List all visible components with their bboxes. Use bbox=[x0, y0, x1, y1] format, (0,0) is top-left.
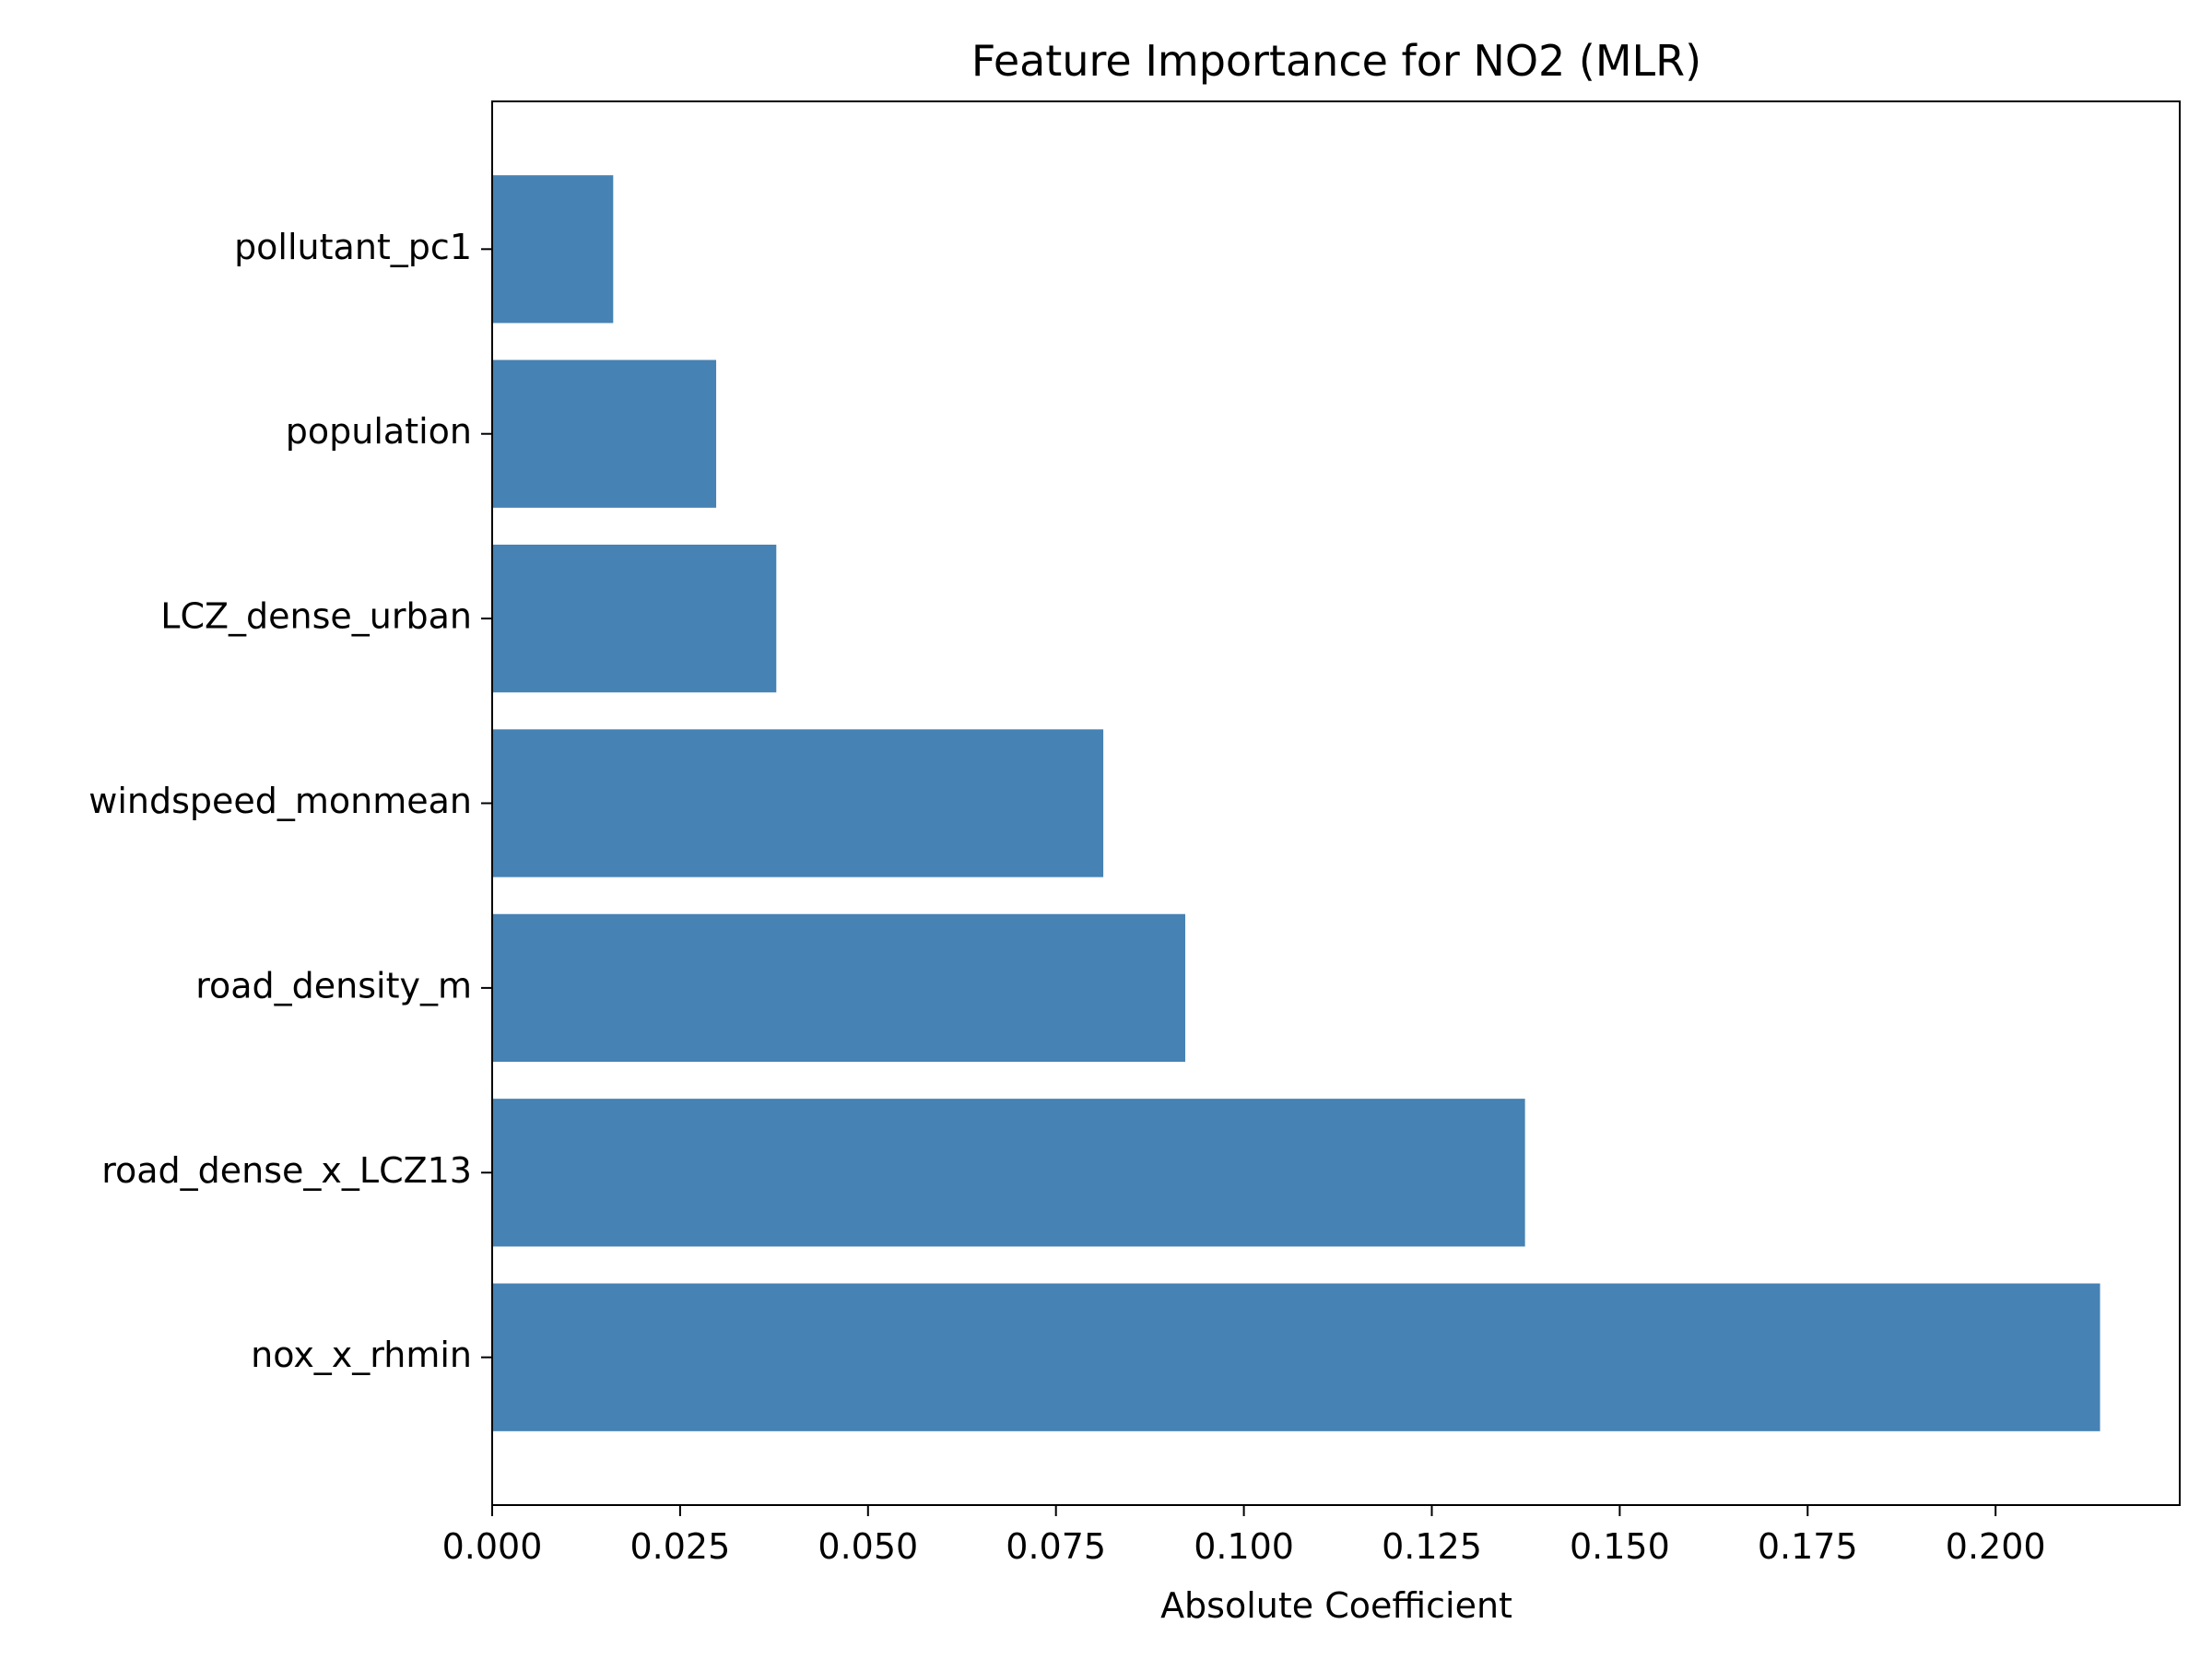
x-tick-label: 0.175 bbox=[1758, 1526, 1858, 1567]
bar-road_dense_x_LCZ13 bbox=[492, 1099, 1525, 1247]
bar-nox_x_rhmin bbox=[492, 1283, 2100, 1431]
y-tick-label: road_dense_x_LCZ13 bbox=[101, 1150, 472, 1191]
bar-pollutant_pc1 bbox=[492, 175, 614, 324]
y-tick-label: LCZ_dense_urban bbox=[160, 596, 472, 637]
y-tick-label: road_density_m bbox=[195, 965, 472, 1006]
chart-title: Feature Importance for NO2 (MLR) bbox=[971, 36, 1701, 86]
x-tick-label: 0.100 bbox=[1194, 1526, 1294, 1567]
bars-group bbox=[492, 175, 2100, 1431]
y-tick-label: pollutant_pc1 bbox=[234, 227, 472, 267]
y-tick-label: nox_x_rhmin bbox=[251, 1335, 472, 1375]
x-tick-label: 0.050 bbox=[818, 1526, 918, 1567]
bar-LCZ_dense_urban bbox=[492, 544, 777, 693]
x-axis-ticks: 0.000 0.025 0.050 0.075 0.100 0.125 0.150 0.175… bbox=[442, 1505, 2046, 1567]
x-axis-label: Absolute Coefficient bbox=[1160, 1585, 1512, 1626]
bar-population bbox=[492, 359, 717, 508]
y-axis-ticks: nox_x_rhmin road_dense_x_LCZ13 road_densit… bbox=[88, 227, 492, 1375]
bar-windspeed_monmean bbox=[492, 729, 1104, 877]
x-tick-label: 0.025 bbox=[629, 1526, 730, 1567]
x-tick-label: 0.075 bbox=[1006, 1526, 1106, 1567]
x-tick-label: 0.125 bbox=[1382, 1526, 1482, 1567]
bar-road_density_m bbox=[492, 913, 1185, 1063]
x-tick-label: 0.150 bbox=[1570, 1526, 1670, 1567]
y-tick-label: windspeed_monmean bbox=[88, 781, 472, 821]
x-tick-label: 0.200 bbox=[1946, 1526, 2046, 1567]
plot-frame bbox=[491, 100, 2181, 1506]
y-tick-label: population bbox=[286, 411, 472, 452]
x-tick-label: 0.000 bbox=[442, 1526, 543, 1567]
